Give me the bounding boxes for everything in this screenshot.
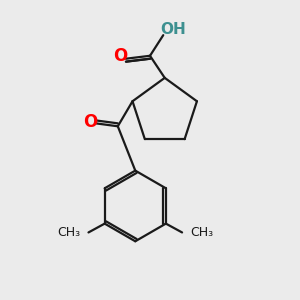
Text: O: O	[113, 47, 128, 65]
Text: OH: OH	[161, 22, 186, 37]
Text: CH₃: CH₃	[57, 226, 80, 239]
Text: CH₃: CH₃	[190, 226, 213, 239]
Text: O: O	[83, 113, 98, 131]
